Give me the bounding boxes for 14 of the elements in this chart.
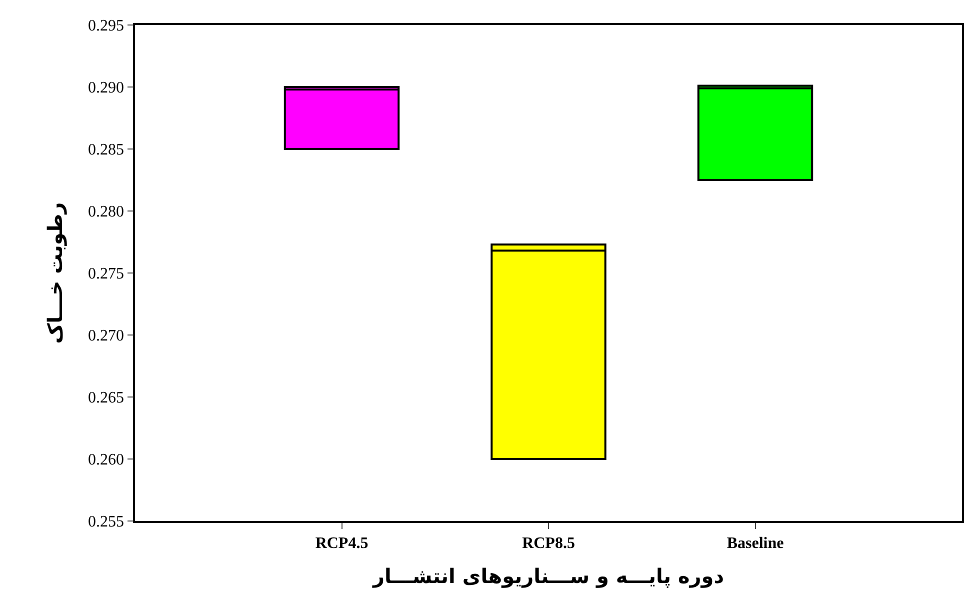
x-tick-label: Baseline [726,534,784,552]
y-tick-label: 0.290 [88,80,124,97]
y-tick-label: 0.260 [88,452,124,469]
x-tick-label: RCP8.5 [522,534,575,552]
y-tick-label: 0.270 [88,328,124,345]
y-axis-title: رطوبت خـــاک [43,202,68,344]
x-tick-label: RCP4.5 [315,534,368,552]
y-tick-label: 0.295 [88,18,124,35]
y-tick-label: 0.285 [88,142,124,159]
y-tick-label: 0.255 [88,514,124,531]
y-tick-label: 0.265 [88,390,124,407]
x-axis-title: دوره پایـــه و ســـناریوهای انتشـــار [372,564,724,588]
y-tick-label: 0.280 [88,204,124,221]
y-tick-label: 0.275 [88,266,124,283]
